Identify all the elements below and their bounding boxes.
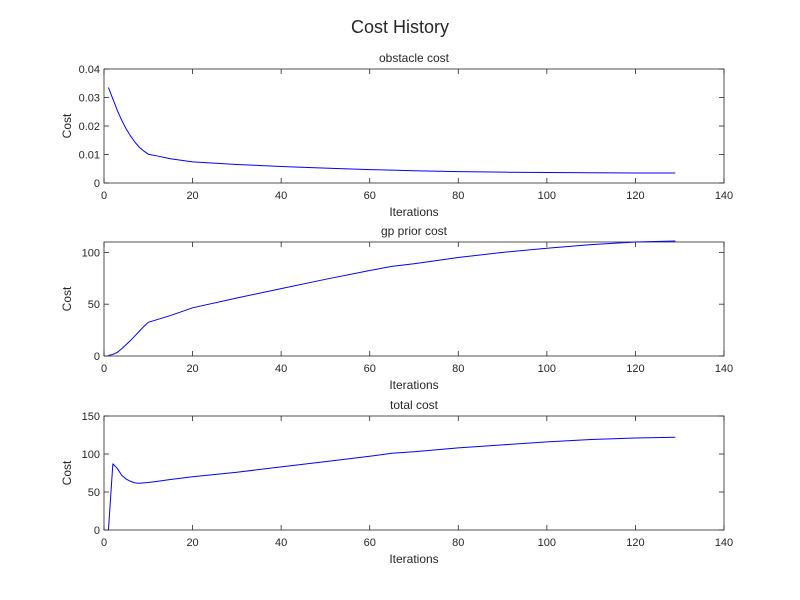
x-tick-label: 0: [101, 537, 107, 549]
subplots: obstacle cost 0 20 40 60 80 100 120 140 0 0.01 0.02…: [60, 51, 733, 566]
y-tick-label: 0: [94, 178, 100, 190]
x-tick-label: 40: [275, 190, 287, 202]
y-tick-label: 0.01: [79, 150, 100, 162]
axes-box: [103, 415, 725, 531]
y-tick-label: 100: [82, 247, 100, 259]
y-tick-label: 0.02: [79, 121, 100, 133]
x-axis-label: Iterations: [389, 552, 438, 566]
y-tick-label: 50: [88, 299, 100, 311]
y-tick-label: 50: [88, 487, 100, 499]
x-tick-label: 0: [101, 190, 107, 202]
x-axis-label: Iterations: [389, 205, 438, 219]
y-axis-label: Cost: [60, 286, 74, 311]
series-line: [108, 240, 676, 356]
y-axis-label: Cost: [60, 113, 74, 138]
x-tick-label: 60: [364, 537, 376, 549]
x-tick-label: 0: [101, 363, 107, 375]
subplot-3: total cost 0 20 40 60 80 100 120 140 0 50 100 150 Ite…: [60, 398, 733, 566]
x-tick-label: 100: [538, 190, 556, 202]
axes-box: [103, 241, 725, 357]
subplot-1: obstacle cost 0 20 40 60 80 100 120 140 0 0.01 0.02…: [60, 51, 733, 219]
series-line: [107, 436, 676, 531]
subplot-title: total cost: [390, 398, 439, 412]
subplot-2: gp prior cost 0 20 40 60 80 100 120 140 0 50 100 Ite…: [60, 224, 733, 392]
x-tick-label: 60: [364, 190, 376, 202]
x-tick-label: 100: [538, 537, 556, 549]
figure-title: Cost History: [351, 17, 449, 37]
y-tick-label: 0.04: [79, 64, 100, 76]
subplot-title: gp prior cost: [381, 224, 448, 238]
y-tick-label: 100: [82, 449, 100, 461]
x-tick-label: 120: [626, 363, 644, 375]
x-tick-label: 140: [715, 537, 733, 549]
x-tick-label: 120: [626, 190, 644, 202]
subplot-title: obstacle cost: [379, 51, 450, 65]
x-tick-label: 80: [452, 363, 464, 375]
x-tick-label: 60: [364, 363, 376, 375]
y-tick-label: 150: [82, 411, 100, 423]
series-line: [107, 87, 676, 174]
y-tick-label: 0: [94, 351, 100, 363]
x-tick-label: 120: [626, 537, 644, 549]
x-tick-label: 140: [715, 363, 733, 375]
x-tick-label: 80: [452, 537, 464, 549]
y-tick-label: 0.03: [79, 93, 100, 105]
x-tick-label: 140: [715, 190, 733, 202]
axes-box: [103, 68, 725, 184]
y-axis-label: Cost: [60, 460, 74, 485]
x-tick-label: 20: [186, 363, 198, 375]
y-tick-label: 0: [94, 525, 100, 537]
x-tick-label: 20: [186, 537, 198, 549]
x-tick-label: 20: [186, 190, 198, 202]
x-tick-label: 40: [275, 537, 287, 549]
x-axis-label: Iterations: [389, 378, 438, 392]
x-tick-label: 100: [538, 363, 556, 375]
x-tick-label: 40: [275, 363, 287, 375]
x-tick-label: 80: [452, 190, 464, 202]
